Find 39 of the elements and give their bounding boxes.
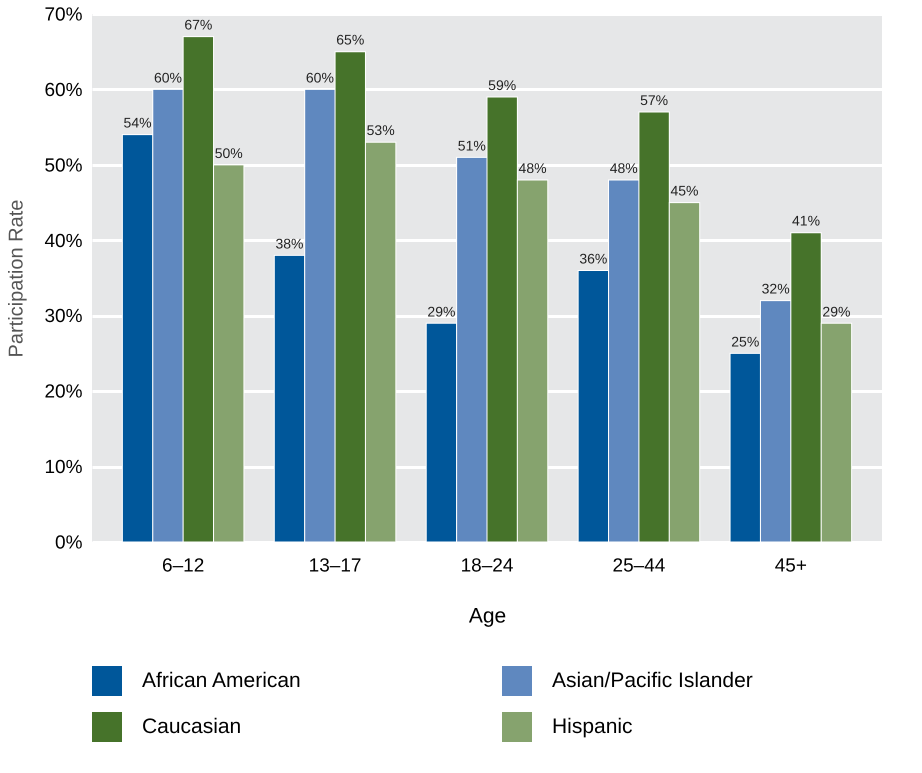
x-tick-label: 25–44 <box>612 556 666 576</box>
legend-label: Hispanic <box>552 715 633 738</box>
data-label: 29% <box>822 303 850 320</box>
legend-label: Caucasian <box>142 715 242 738</box>
y-tick-label: 10% <box>44 457 83 478</box>
data-label: 60% <box>154 69 182 86</box>
x-tick-label: 13–17 <box>308 556 362 576</box>
x-tick-label: 6–12 <box>162 556 204 576</box>
y-tick-label: 50% <box>44 155 83 176</box>
legend-label: African American <box>142 669 301 692</box>
data-label: 38% <box>275 235 304 252</box>
y-tick-label: 30% <box>44 306 83 328</box>
legend-label: Asian/Pacific Islander <box>552 669 753 692</box>
y-tick-label: 70% <box>44 4 83 26</box>
data-label: 25% <box>731 333 760 350</box>
y-tick-label: 40% <box>44 230 83 252</box>
y-tick-label: 20% <box>44 382 83 403</box>
data-label: 36% <box>579 250 608 266</box>
y-axis-title: Participation Rate <box>5 200 28 358</box>
data-label: 48% <box>518 160 547 176</box>
x-axis-title: Age <box>468 604 506 628</box>
y-tick-label: 60% <box>44 80 83 101</box>
data-label: 65% <box>336 32 364 48</box>
x-tick-label: 45+ <box>774 556 807 576</box>
data-label: 67% <box>184 16 212 33</box>
data-label: 50% <box>214 144 243 161</box>
data-label: 29% <box>427 303 456 320</box>
data-label: 51% <box>458 137 486 154</box>
data-label: 41% <box>792 212 820 229</box>
y-tick-label: 0% <box>55 532 83 554</box>
data-label: 48% <box>610 160 638 176</box>
data-label: 57% <box>640 92 668 108</box>
data-label: 32% <box>762 280 790 297</box>
data-label: 59% <box>488 76 516 93</box>
x-tick-label: 18–24 <box>460 556 514 576</box>
data-label: 54% <box>124 114 152 131</box>
data-label: 45% <box>670 182 699 199</box>
data-label: 60% <box>306 69 334 86</box>
data-label: 53% <box>366 122 395 138</box>
